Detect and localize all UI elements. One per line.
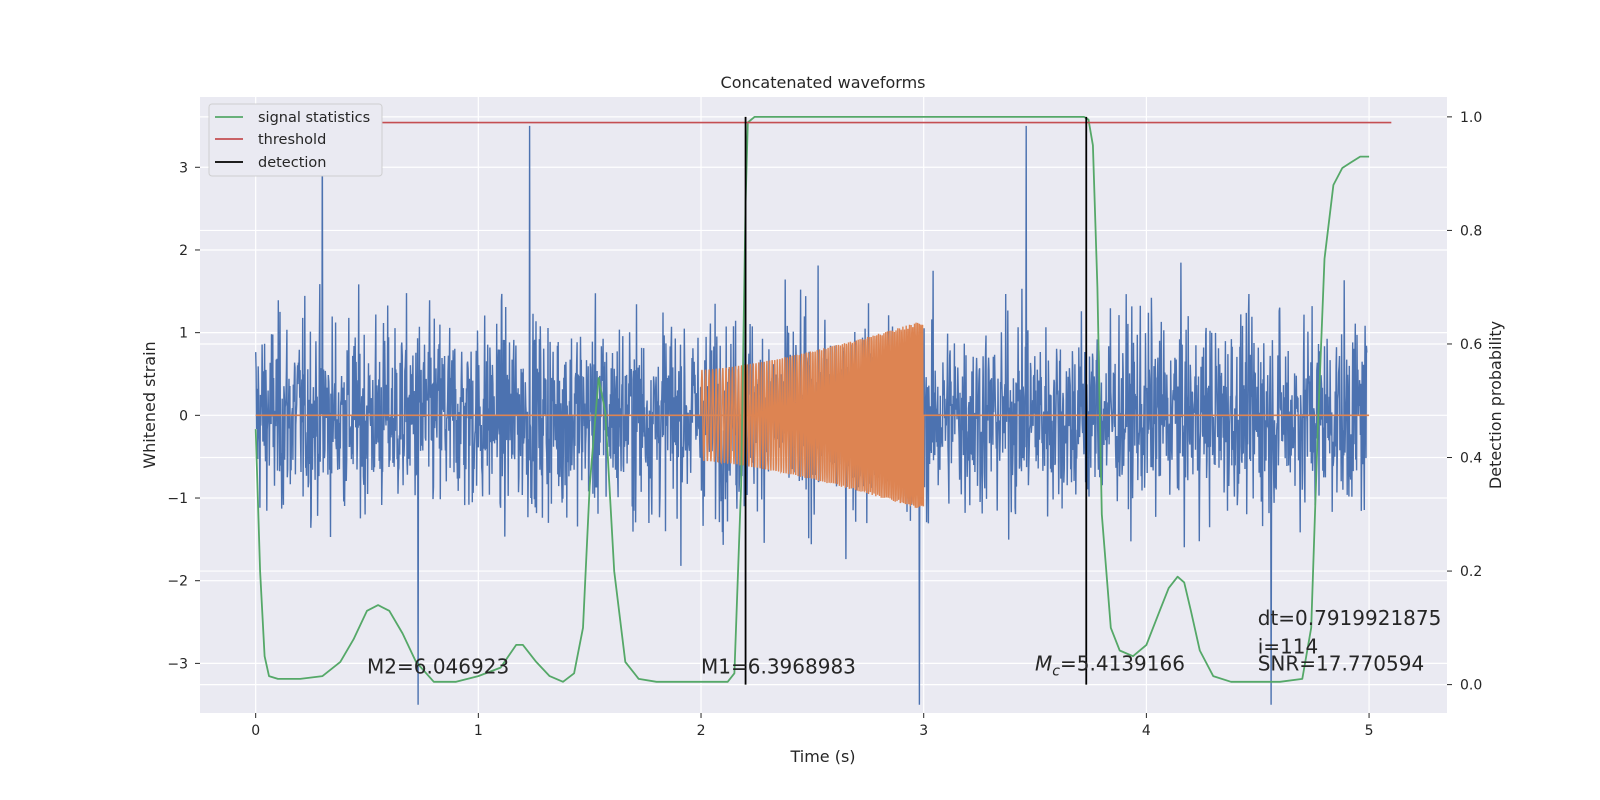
strain-line [255, 125, 1368, 705]
y-right-tick-label: 0.4 [1460, 451, 1482, 467]
x-tick-label: 5 [1365, 723, 1374, 739]
annotations: M2=6.046923 M1=6.3968983 Mc=5.4139166 dt=0.… [367, 606, 1441, 679]
x-tick-label: 4 [1142, 723, 1151, 739]
annotation-text: M1=6.3968983 [701, 654, 856, 678]
legend-label-threshold: threshold [258, 132, 326, 148]
legend-label-signal-statistics: signal statistics [258, 110, 370, 126]
y-right-tick-label: 0.2 [1460, 564, 1482, 580]
template-chirp [700, 322, 925, 509]
chart-title: Concatenated waveforms [721, 73, 926, 92]
y-right-tick-label: 0.8 [1460, 223, 1482, 239]
annotation-text: M2=6.046923 [367, 654, 509, 678]
template-layer [255, 322, 1370, 509]
y-tick-label: 2 [179, 243, 188, 259]
x-axis-label: Time (s) [789, 747, 855, 766]
y-axis-right-label: Detection probability [1486, 321, 1505, 489]
annotation-text: Mc=5.4139166 [1035, 651, 1185, 679]
x-tick-label: 3 [919, 723, 928, 739]
signal-statistics-line [254, 116, 1370, 683]
y-tick-label: −2 [167, 574, 188, 590]
legend-box [208, 103, 383, 177]
y-tick-label: 1 [179, 326, 188, 342]
legend-label-detection: detection [258, 155, 326, 171]
strain-layer [255, 125, 1368, 705]
y-right-tick-label: 1.0 [1460, 110, 1482, 126]
x-tick-label: 0 [251, 723, 260, 739]
y-right-tick-label: 0.6 [1460, 337, 1482, 353]
legend: signal statistics threshold detection [208, 103, 383, 177]
annotation-text: i=114 [1258, 634, 1319, 658]
right-axis-layer [254, 116, 1392, 685]
y-tick-label: 0 [179, 408, 188, 424]
annotation-text: SNR=17.770594 [1258, 651, 1424, 675]
annotation-text: dt=0.7919921875 [1258, 606, 1442, 630]
y-tick-label: 3 [179, 160, 188, 176]
x-tick-label: 2 [697, 723, 706, 739]
ticks: 0 1 2 3 4 5 −3 −2 −1 0 1 2 3 0.0 0.2 0.4 0.6 0.8 1.0 [167, 110, 1482, 739]
y-tick-label: −3 [167, 656, 188, 672]
y-tick-label: −1 [167, 491, 188, 507]
y-right-tick-label: 0.0 [1460, 678, 1482, 694]
y-axis-label: Whitened strain [140, 341, 159, 468]
x-tick-label: 1 [474, 723, 483, 739]
